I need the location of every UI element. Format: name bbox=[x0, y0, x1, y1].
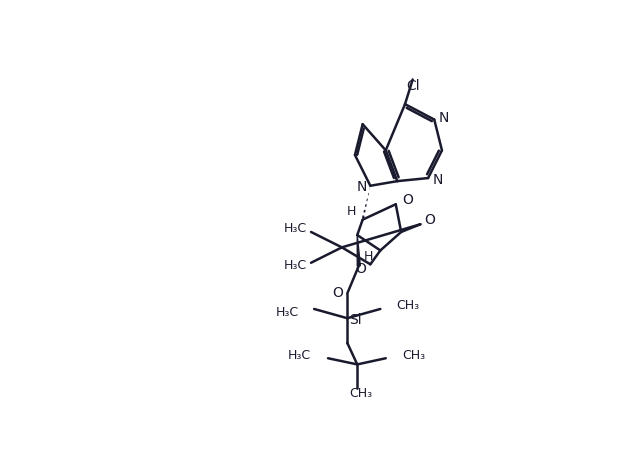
Text: H₃C: H₃C bbox=[276, 306, 299, 319]
Text: N: N bbox=[433, 172, 443, 187]
Text: CH₃: CH₃ bbox=[396, 298, 419, 312]
Text: O: O bbox=[424, 212, 435, 227]
Text: CH₃: CH₃ bbox=[403, 349, 426, 361]
Polygon shape bbox=[357, 235, 360, 266]
Text: N: N bbox=[439, 111, 449, 125]
Text: H₃C: H₃C bbox=[284, 222, 307, 235]
Text: CH₃: CH₃ bbox=[349, 387, 372, 400]
Text: O: O bbox=[356, 262, 367, 276]
Text: H₃C: H₃C bbox=[288, 349, 311, 361]
Text: Cl: Cl bbox=[406, 78, 419, 93]
Text: O: O bbox=[402, 193, 413, 207]
Text: H₃C: H₃C bbox=[284, 259, 307, 272]
Text: Si: Si bbox=[349, 313, 362, 327]
Text: O: O bbox=[332, 286, 342, 300]
Text: H: H bbox=[364, 250, 372, 263]
Text: N: N bbox=[356, 180, 367, 194]
Text: H: H bbox=[347, 205, 356, 219]
